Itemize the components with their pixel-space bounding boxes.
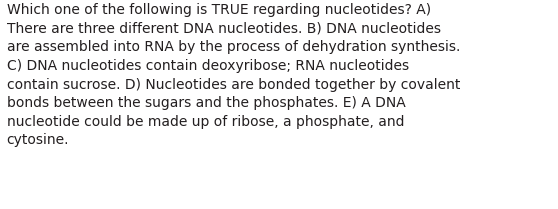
Text: Which one of the following is TRUE regarding nucleotides? A)
There are three dif: Which one of the following is TRUE regar… [7, 3, 460, 148]
